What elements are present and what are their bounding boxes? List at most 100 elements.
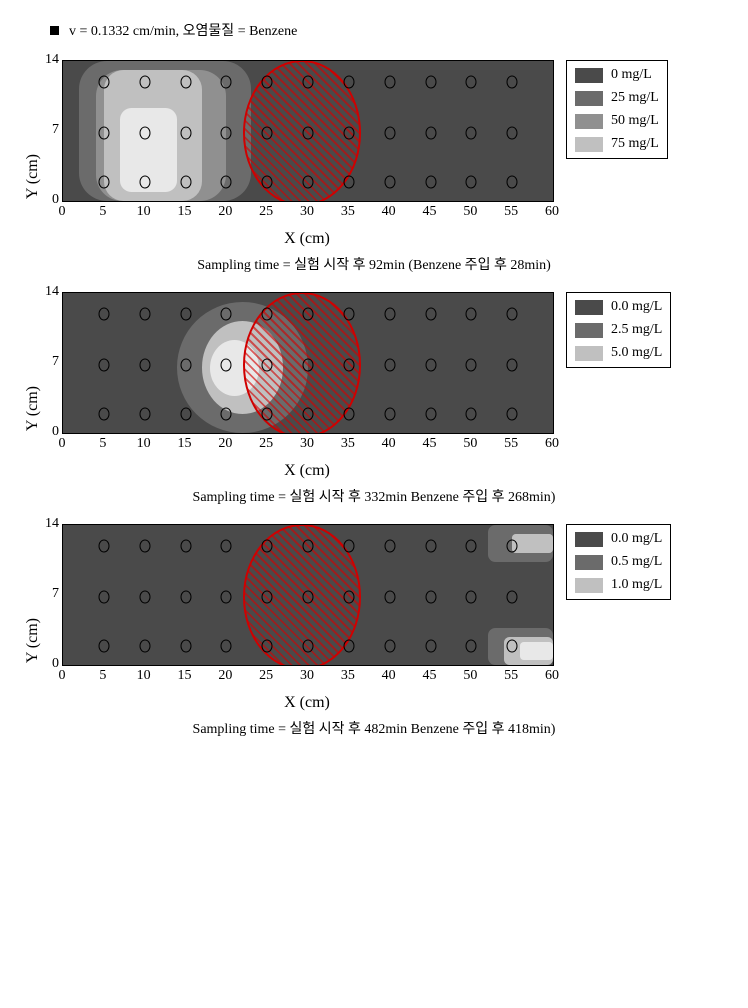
sampling-point bbox=[180, 358, 191, 371]
sampling-point bbox=[507, 540, 518, 553]
sampling-point bbox=[180, 126, 191, 139]
sampling-point bbox=[425, 358, 436, 371]
sampling-point bbox=[180, 308, 191, 321]
sampling-point bbox=[425, 640, 436, 653]
sampling-point bbox=[384, 176, 395, 189]
sampling-point bbox=[180, 176, 191, 189]
sampling-point bbox=[98, 76, 109, 89]
sampling-point bbox=[343, 126, 354, 139]
legend-label: 75 mg/L bbox=[611, 136, 659, 152]
sampling-point bbox=[343, 590, 354, 603]
x-axis-label: X (cm) bbox=[62, 694, 552, 712]
sampling-point bbox=[98, 126, 109, 139]
sampling-point bbox=[262, 640, 273, 653]
legend: 0.0 mg/L2.5 mg/L5.0 mg/L bbox=[566, 292, 671, 368]
sampling-point bbox=[343, 358, 354, 371]
sampling-point bbox=[180, 408, 191, 421]
legend-label: 0.0 mg/L bbox=[611, 531, 662, 547]
panels-container: Y (cm)0714051015202530354045505560X (cm)… bbox=[20, 60, 728, 738]
sampling-point bbox=[466, 358, 477, 371]
legend-swatch bbox=[575, 532, 603, 547]
sampling-point bbox=[507, 408, 518, 421]
sampling-point bbox=[303, 358, 314, 371]
sampling-point bbox=[343, 308, 354, 321]
legend-label: 0.0 mg/L bbox=[611, 299, 662, 315]
sampling-point bbox=[343, 540, 354, 553]
sampling-point bbox=[139, 76, 150, 89]
x-ticks: 051015202530354045505560 bbox=[62, 436, 554, 454]
y-ticks: 0714 bbox=[42, 292, 62, 432]
contour-zone bbox=[520, 642, 553, 661]
contour-plot-area bbox=[62, 524, 554, 666]
sampling-point bbox=[384, 590, 395, 603]
sampling-point bbox=[343, 76, 354, 89]
contour-plot-area bbox=[62, 60, 554, 202]
y-ticks: 0714 bbox=[42, 524, 62, 664]
sampling-point bbox=[221, 640, 232, 653]
legend-label: 0 mg/L bbox=[611, 67, 652, 83]
header-text: v = 0.1332 cm/min, 오염물질 = Benzene bbox=[69, 20, 297, 40]
sampling-point bbox=[139, 408, 150, 421]
x-ticks: 051015202530354045505560 bbox=[62, 668, 554, 686]
y-axis-label: Y (cm) bbox=[20, 109, 42, 199]
panel-caption: Sampling time = 실험 시작 후 332min Benzene 주… bbox=[20, 486, 728, 506]
sampling-point bbox=[221, 540, 232, 553]
sampling-point bbox=[139, 126, 150, 139]
legend-swatch bbox=[575, 300, 603, 315]
sampling-point bbox=[262, 540, 273, 553]
sampling-point bbox=[466, 176, 477, 189]
sampling-point bbox=[262, 308, 273, 321]
x-axis-label: X (cm) bbox=[62, 462, 552, 480]
legend-item: 2.5 mg/L bbox=[575, 322, 662, 338]
legend-item: 0 mg/L bbox=[575, 67, 659, 83]
sampling-point bbox=[98, 308, 109, 321]
sampling-point bbox=[466, 640, 477, 653]
sampling-point bbox=[98, 358, 109, 371]
y-ticks: 0714 bbox=[42, 60, 62, 200]
sampling-point bbox=[139, 590, 150, 603]
sampling-point bbox=[303, 640, 314, 653]
sampling-point bbox=[303, 176, 314, 189]
sampling-point bbox=[221, 590, 232, 603]
sampling-point bbox=[343, 640, 354, 653]
sampling-point bbox=[262, 76, 273, 89]
legend-swatch bbox=[575, 114, 603, 129]
sampling-point bbox=[384, 126, 395, 139]
legend-label: 1.0 mg/L bbox=[611, 577, 662, 593]
sampling-point bbox=[262, 126, 273, 139]
legend-item: 1.0 mg/L bbox=[575, 577, 662, 593]
sampling-point bbox=[466, 540, 477, 553]
sampling-point bbox=[139, 640, 150, 653]
sampling-point bbox=[343, 408, 354, 421]
figure-container: v = 0.1332 cm/min, 오염물질 = Benzene Y (cm)… bbox=[20, 20, 728, 738]
sampling-point bbox=[425, 590, 436, 603]
sampling-point bbox=[466, 308, 477, 321]
sampling-point bbox=[425, 408, 436, 421]
legend-swatch bbox=[575, 91, 603, 106]
legend-item: 0.0 mg/L bbox=[575, 531, 662, 547]
y-axis-label: Y (cm) bbox=[20, 573, 42, 663]
sampling-point bbox=[507, 358, 518, 371]
legend-label: 2.5 mg/L bbox=[611, 322, 662, 338]
sampling-point bbox=[139, 176, 150, 189]
sampling-point bbox=[303, 126, 314, 139]
contour-panel: Y (cm)0714051015202530354045505560X (cm)… bbox=[20, 60, 728, 274]
sampling-point bbox=[221, 408, 232, 421]
contour-panel: Y (cm)0714051015202530354045505560 X (cm)… bbox=[20, 524, 728, 738]
sampling-point bbox=[425, 308, 436, 321]
sampling-point bbox=[221, 76, 232, 89]
sampling-point bbox=[384, 308, 395, 321]
sampling-point bbox=[507, 76, 518, 89]
sampling-point bbox=[221, 126, 232, 139]
sampling-point bbox=[262, 590, 273, 603]
legend-label: 50 mg/L bbox=[611, 113, 659, 129]
sampling-point bbox=[303, 408, 314, 421]
legend-swatch bbox=[575, 68, 603, 83]
sampling-point bbox=[221, 358, 232, 371]
sampling-point bbox=[180, 640, 191, 653]
legend-item: 0.0 mg/L bbox=[575, 299, 662, 315]
sampling-point bbox=[303, 308, 314, 321]
sampling-point bbox=[303, 76, 314, 89]
figure-header: v = 0.1332 cm/min, 오염물질 = Benzene bbox=[20, 20, 728, 40]
sampling-point bbox=[139, 358, 150, 371]
